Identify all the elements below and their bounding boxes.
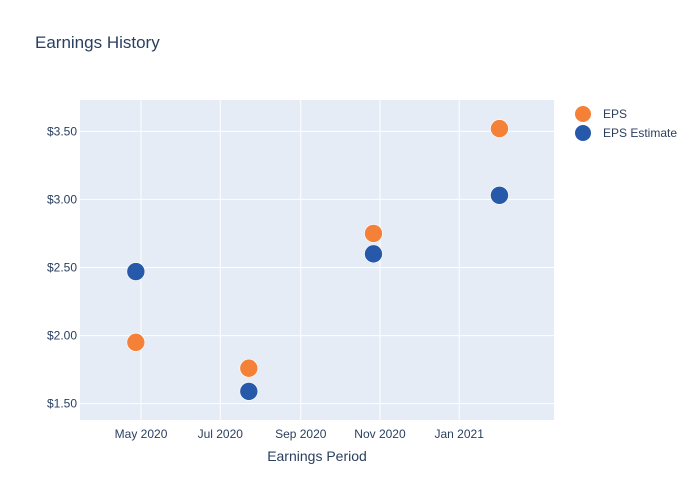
legend-marker-eps — [575, 106, 591, 122]
eps-point[interactable] — [490, 119, 509, 138]
x-tick-labels: May 2020 Jul 2020 Sep 2020 Nov 2020 Jan 2021 — [115, 427, 485, 441]
legend[interactable]: EPS EPS Estimate — [575, 106, 677, 141]
x-tick-label: Jul 2020 — [198, 427, 244, 441]
chart-title: Earnings History — [35, 33, 160, 52]
eps-estimate-point[interactable] — [364, 244, 383, 264]
y-tick-label: $2.00 — [47, 329, 77, 343]
plot-background — [80, 100, 554, 420]
x-tick-label: Sep 2020 — [275, 427, 327, 441]
legend-label-eps: EPS — [603, 107, 627, 121]
y-tick-label: $3.00 — [47, 192, 77, 206]
y-tick-label: $3.50 — [47, 124, 77, 138]
eps-point[interactable] — [239, 358, 259, 378]
y-tick-label: $2.50 — [47, 260, 77, 274]
x-tick-label: Nov 2020 — [354, 427, 406, 441]
legend-marker-eps-estimate — [575, 125, 591, 141]
x-tick-label: Jan 2021 — [435, 427, 485, 441]
eps-estimate-point[interactable] — [490, 186, 509, 205]
y-tick-label: $1.50 — [47, 397, 77, 411]
legend-item-eps[interactable]: EPS — [575, 106, 627, 122]
eps-point[interactable] — [364, 224, 383, 243]
eps-estimate-point[interactable] — [239, 382, 259, 401]
x-axis-title: Earnings Period — [267, 448, 367, 464]
data-points — [126, 119, 509, 401]
x-tick-label: May 2020 — [115, 427, 168, 441]
eps-estimate-point[interactable] — [126, 262, 146, 281]
legend-item-eps-estimate[interactable]: EPS Estimate — [575, 125, 677, 141]
eps-point[interactable] — [126, 333, 146, 352]
y-tick-labels: $1.50 $2.00 $2.50 $3.00 $3.50 — [47, 124, 77, 410]
legend-label-eps-estimate: EPS Estimate — [603, 126, 677, 140]
